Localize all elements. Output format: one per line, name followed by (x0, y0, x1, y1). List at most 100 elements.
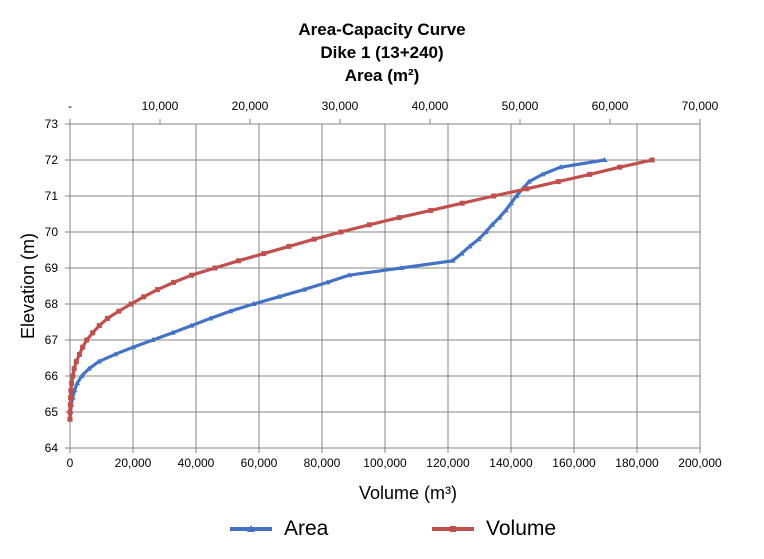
data-point-volume (104, 315, 110, 321)
y-tick-label: 73 (45, 117, 59, 131)
data-point-area (250, 301, 257, 306)
x-axis-bottom-ticks: 0 20,000 40,000 60,000 80,000 100,000 120,000 1… (67, 448, 722, 470)
data-point-area (275, 293, 282, 299)
x-bottom-tick-label: 60,000 (241, 456, 278, 470)
data-point-volume (286, 243, 292, 249)
data-point-area (324, 279, 331, 285)
x-bottom-tick-label: 40,000 (178, 456, 215, 470)
legend-label-volume: Volume (486, 517, 557, 540)
data-point-volume (524, 186, 530, 192)
y-axis-title: Elevation (m) (18, 233, 38, 339)
data-point-volume (71, 366, 77, 372)
data-point-area (398, 265, 405, 270)
series-area (67, 157, 608, 422)
data-point-volume (649, 157, 655, 163)
top-axis-title: Area (m²) (344, 66, 420, 85)
x-top-tick-label: 30,000 (322, 99, 359, 113)
data-point-volume (491, 193, 497, 199)
x-top-tick-label: 70,000 (682, 99, 719, 113)
legend-item-area: Area (228, 514, 328, 544)
y-tick-label: 64 (45, 441, 59, 455)
data-point-volume (155, 287, 161, 293)
data-point-area (449, 257, 456, 263)
data-point-volume (67, 402, 73, 408)
x-top-tick-label: 50,000 (502, 99, 539, 113)
x-bottom-tick-label: 20,000 (115, 456, 152, 470)
data-point-volume (96, 323, 102, 329)
series-line-area (68, 158, 605, 420)
data-point-area (227, 308, 234, 314)
x-top-tick-label: 40,000 (412, 99, 449, 113)
data-point-volume (338, 229, 344, 235)
data-point-volume (128, 301, 134, 307)
data-point-area (188, 322, 195, 328)
data-point-volume (428, 207, 434, 213)
y-tick-label: 71 (45, 189, 59, 203)
x-bottom-tick-label: 200,000 (678, 456, 722, 470)
chart-title: Area-Capacity Curve (298, 20, 466, 39)
data-point-volume (617, 164, 623, 170)
data-point-volume (171, 279, 177, 285)
data-point-volume (76, 351, 82, 357)
data-point-area (475, 236, 482, 242)
data-point-area (301, 286, 307, 292)
data-point-volume (67, 409, 73, 415)
y-tick-label: 67 (45, 333, 59, 347)
data-point-area (169, 329, 176, 335)
data-point-volume (90, 330, 96, 336)
data-point-volume (236, 258, 242, 264)
data-point-area (508, 200, 514, 206)
data-point-volume (73, 359, 79, 365)
data-point-volume (587, 171, 593, 177)
x-axis-title: Volume (m³) (359, 483, 457, 503)
data-point-area (74, 380, 81, 386)
data-point-area (95, 358, 102, 364)
data-point-area (466, 243, 473, 249)
data-point-area (526, 178, 532, 184)
x-bottom-tick-label: 140,000 (489, 456, 533, 470)
x-bottom-tick-label: 0 (67, 456, 74, 470)
y-tick-label: 70 (45, 225, 59, 239)
data-point-volume (68, 387, 74, 393)
chart-subtitle: Dike 1 (13+240) (320, 43, 444, 62)
y-tick-label: 69 (45, 261, 59, 275)
data-point-volume (366, 222, 372, 228)
x-bottom-tick-label: 120,000 (426, 456, 470, 470)
legend-marker-area (230, 525, 272, 532)
data-point-volume (141, 294, 147, 300)
chart-canvas: 64 65 66 67 68 69 70 71 72 73 0 20,000 40,000 60,000… (18, 99, 722, 503)
legend-marker-volume (432, 526, 474, 532)
x-bottom-tick-label: 180,000 (615, 456, 659, 470)
data-point-area (601, 157, 608, 162)
data-point-volume (459, 200, 465, 206)
x-bottom-tick-label: 80,000 (304, 456, 341, 470)
data-point-area (346, 272, 352, 278)
data-point-area (130, 344, 136, 350)
data-point-volume (67, 416, 73, 422)
legend: Area Volume (0, 514, 764, 544)
x-top-tick-label: - (68, 99, 72, 113)
y-tick-label: 65 (45, 405, 59, 419)
data-point-area (78, 373, 85, 378)
data-point-volume (68, 395, 74, 401)
data-point-area (496, 214, 503, 220)
data-point-volume (261, 251, 267, 257)
data-point-area (207, 315, 214, 321)
y-tick-label: 68 (45, 297, 59, 311)
x-top-tick-label: 10,000 (142, 99, 179, 113)
data-point-volume (311, 236, 317, 242)
data-point-area (539, 171, 546, 177)
data-point-area (489, 221, 496, 227)
legend-label-area: Area (284, 517, 329, 540)
data-point-volume (212, 265, 218, 271)
data-point-area (458, 250, 465, 256)
y-tick-label: 66 (45, 369, 59, 383)
data-point-area (112, 351, 118, 357)
y-tick-label: 72 (45, 153, 59, 167)
x-top-tick-label: 20,000 (232, 99, 269, 113)
data-point-volume (80, 344, 86, 350)
x-bottom-tick-label: 160,000 (552, 456, 596, 470)
data-point-volume (555, 179, 561, 185)
data-point-volume (84, 337, 90, 343)
data-point-area (85, 365, 92, 371)
